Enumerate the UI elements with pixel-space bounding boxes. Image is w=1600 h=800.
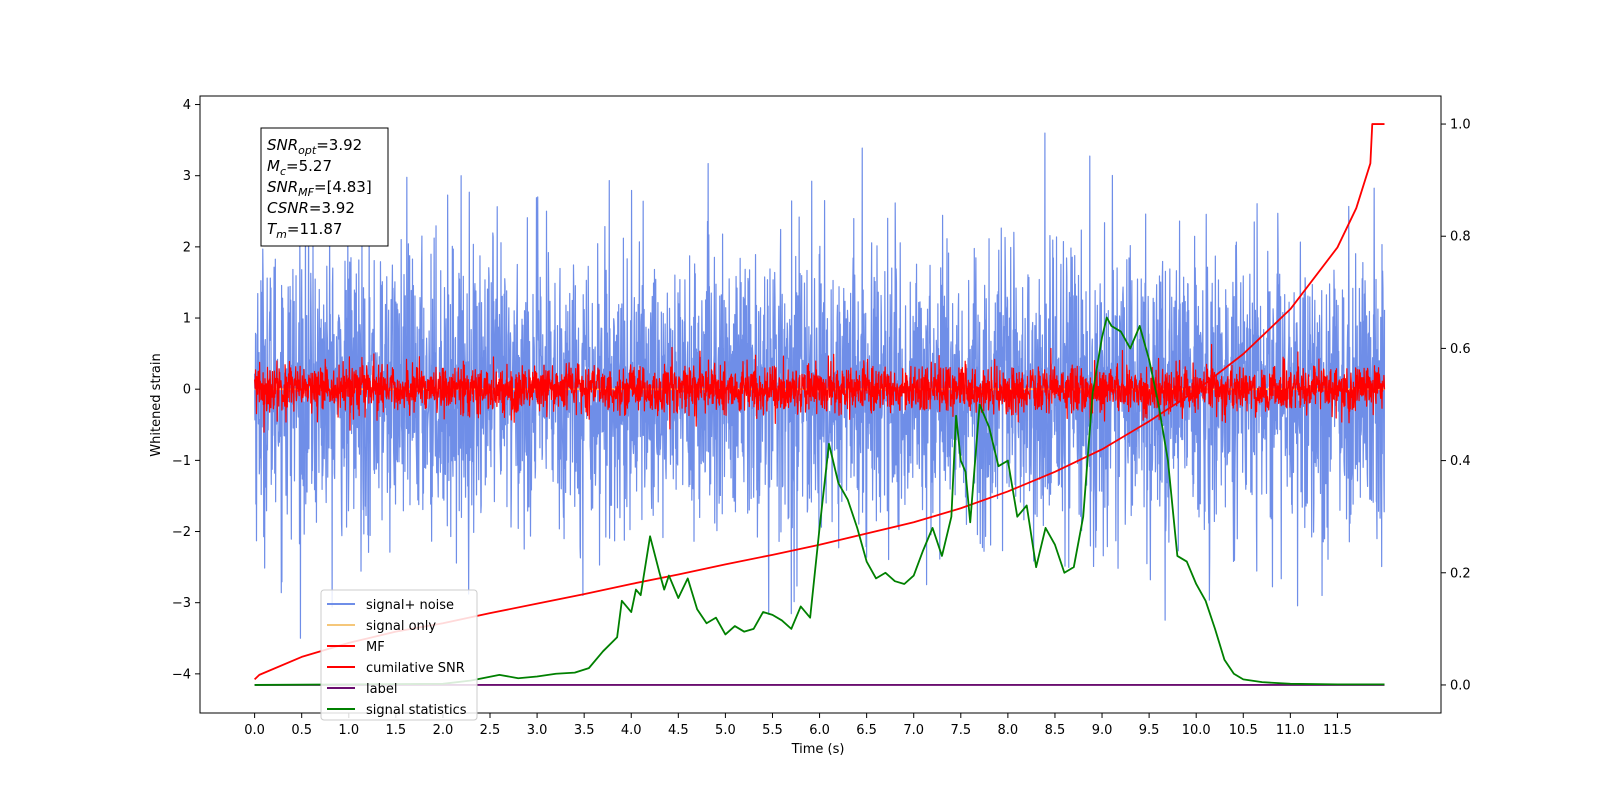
series-signal-noise	[254, 132, 1386, 639]
x-axis-ticks: 0.0 0.5 1.0 1.5 2.0 2.5 3.0 3.5 4.0 4.5 5.0 5.5 6.0 6…	[244, 713, 1352, 738]
x-tick-label: 5.0	[715, 723, 736, 738]
legend-entry: signal only	[366, 619, 436, 634]
left-y-tick-label: −4	[172, 667, 191, 682]
series-signal-statistics	[254, 316, 1385, 686]
x-tick-label: 1.0	[338, 723, 359, 738]
info-line: CSNR=3.92	[267, 199, 355, 217]
legend-frame	[320, 589, 478, 721]
info-line: Tm=11.87	[267, 220, 342, 241]
x-tick-label: 8.0	[998, 723, 1019, 738]
legend-entry: label	[366, 682, 397, 697]
x-tick-label: 3.0	[527, 723, 548, 738]
x-tick-label: 8.5	[1045, 723, 1066, 738]
x-tick-label: 10.0	[1182, 723, 1211, 738]
plot-frame	[199, 95, 1442, 714]
right-y-tick-label: 0.4	[1450, 454, 1471, 469]
left-y-tick-label: 1	[183, 312, 191, 327]
right-y-tick-label: 1.0	[1450, 118, 1471, 133]
right-y-axis-ticks: 0.0 0.2 0.4 0.6 0.8 1.0	[1441, 118, 1471, 693]
x-tick-label: 9.5	[1139, 723, 1160, 738]
x-tick-label: 11.0	[1276, 723, 1305, 738]
x-tick-label: 6.5	[856, 723, 877, 738]
x-tick-label: 5.5	[762, 723, 783, 738]
left-y-axis-ticks: 4 3 2 1 0 −1 −2 −3 −4	[172, 98, 200, 682]
left-y-tick-label: 4	[183, 98, 191, 113]
x-axis-label: Time (s)	[791, 742, 845, 757]
x-tick-label: 11.5	[1323, 723, 1352, 738]
x-tick-label: 0.5	[291, 723, 312, 738]
left-y-tick-label: −2	[172, 525, 191, 540]
x-tick-label: 7.5	[950, 723, 971, 738]
left-y-tick-label: 2	[183, 240, 191, 255]
legend-entry: cumilative SNR	[366, 661, 465, 676]
right-y-tick-label: 0.2	[1450, 566, 1471, 581]
left-y-tick-label: −1	[172, 454, 191, 469]
x-tick-label: 7.0	[903, 723, 924, 738]
x-tick-label: 10.5	[1229, 723, 1258, 738]
legend-entry: MF	[366, 640, 385, 655]
left-y-tick-label: 3	[183, 169, 191, 184]
x-tick-label: 3.5	[574, 723, 595, 738]
right-y-tick-label: 0.0	[1450, 678, 1471, 693]
info-line: SNRopt=3.92	[267, 136, 362, 157]
x-tick-label: 2.5	[480, 723, 501, 738]
info-box-frame	[260, 127, 389, 247]
x-tick-label: 4.0	[621, 723, 642, 738]
series-mf	[254, 343, 1386, 433]
x-tick-label: 9.0	[1092, 723, 1113, 738]
legend-entry: signal+ noise	[366, 598, 454, 613]
x-tick-label: 6.0	[809, 723, 830, 738]
right-y-tick-label: 0.8	[1450, 230, 1471, 245]
info-line: SNRMF=[4.83]	[267, 178, 372, 199]
info-line: Mc=5.27	[267, 157, 332, 178]
x-tick-label: 1.5	[386, 723, 407, 738]
legend-entry: signal statistics	[366, 703, 467, 718]
y-axis-label: Whitened strain	[149, 353, 164, 456]
x-tick-label: 0.0	[244, 723, 265, 738]
left-y-tick-label: −3	[172, 596, 191, 611]
right-y-tick-label: 0.6	[1450, 342, 1471, 357]
legend: signal+ noise signal only MF cumilative SNR…	[320, 589, 478, 721]
x-tick-label: 2.0	[433, 723, 454, 738]
left-y-tick-label: 0	[183, 383, 191, 398]
x-tick-label: 4.5	[668, 723, 689, 738]
